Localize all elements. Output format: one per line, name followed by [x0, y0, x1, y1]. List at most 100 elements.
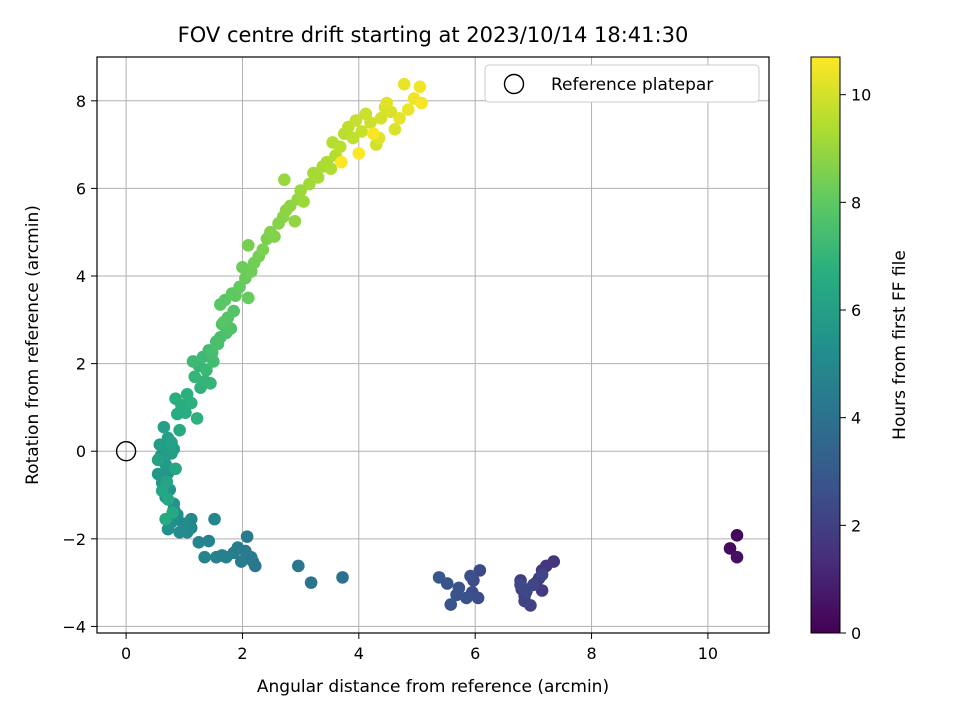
scatter-point	[349, 114, 363, 127]
reference-marker	[115, 441, 137, 462]
colorbar-gradient	[810, 56, 841, 634]
y-tick-label: 8	[76, 92, 86, 111]
scatter-point	[200, 363, 213, 377]
scatter-point	[355, 125, 369, 138]
scatter-point	[186, 355, 200, 368]
scatter-point	[157, 420, 171, 434]
scatter-point	[198, 550, 211, 564]
scatter-point	[188, 370, 202, 384]
scatter-point	[364, 116, 377, 130]
colorbar: 0 2 4 6 8 10 Hours from first FF file	[810, 56, 910, 643]
x-tick-label: 6	[470, 644, 480, 663]
y-tick-label: 2	[76, 355, 86, 374]
x-tick-label: 2	[237, 644, 247, 663]
scatter-point	[401, 103, 415, 116]
scatter-point	[397, 77, 411, 91]
scatter-point	[241, 291, 255, 305]
scatter-point	[278, 173, 291, 186]
x-axis: 0 2 4 6 8 10	[121, 633, 718, 663]
scatter-point	[169, 462, 182, 476]
scatter-point	[415, 96, 428, 110]
scatter-point	[514, 578, 527, 592]
scatter-point	[374, 112, 388, 125]
scatter-point	[211, 337, 225, 351]
x-tick-label: 0	[121, 644, 131, 663]
colorbar-tick-label: 4	[851, 409, 861, 428]
scatter-point	[288, 214, 302, 228]
scatter-point	[227, 304, 241, 318]
scatter-point	[450, 588, 463, 602]
x-tick-label: 8	[586, 644, 596, 663]
scatter-point	[161, 493, 175, 506]
scatter-point	[393, 112, 406, 125]
scatter-point	[209, 550, 223, 564]
plot-frame	[96, 56, 770, 634]
scatter-point	[730, 550, 744, 564]
colorbar-label: Hours from first FF file	[890, 250, 910, 440]
scatter-point	[217, 315, 231, 329]
scatter-point	[432, 571, 446, 584]
x-axis-label: Angular distance from reference (arcmin)	[257, 677, 609, 697]
scatter-point	[159, 512, 172, 526]
scatter-point	[336, 571, 349, 584]
scatter-point	[346, 131, 360, 145]
chart-title: FOV centre drift starting at 2023/10/14 …	[178, 23, 689, 47]
scatter-point	[535, 568, 549, 582]
y-tick-label: 6	[76, 179, 86, 198]
y-tick-label: 4	[76, 267, 86, 286]
scatter-point	[304, 576, 318, 589]
scatter-point	[165, 436, 178, 449]
scatter-point	[444, 598, 458, 611]
scatter-point	[303, 177, 316, 191]
colorbar-tick-label: 6	[851, 301, 861, 320]
scatter-point	[380, 96, 394, 110]
scatter-point	[208, 512, 221, 526]
scatter-point	[297, 195, 310, 208]
scatter-point	[151, 467, 165, 481]
scatter-points	[151, 77, 744, 612]
scatter-point	[240, 530, 254, 543]
scatter-point	[190, 412, 204, 425]
scatter-point	[311, 171, 325, 184]
scatter-point	[268, 230, 281, 243]
scatter-point	[473, 564, 487, 577]
legend-box	[484, 64, 760, 103]
scatter-point	[460, 591, 473, 605]
scatter-point	[184, 396, 198, 410]
colorbar-ticks: 0 2 4 6 8 10	[840, 86, 871, 643]
scatter-point	[173, 423, 186, 437]
colorbar-tick-label: 0	[851, 624, 861, 643]
scatter-point	[202, 534, 216, 548]
y-tick-label: 0	[76, 442, 86, 461]
y-tick-label: −2	[62, 530, 86, 549]
colorbar-tick-label: 2	[851, 516, 861, 535]
y-axis-label: Rotation from reference (arcmin)	[23, 205, 43, 485]
scatter-point	[192, 536, 206, 549]
legend-open-circle-icon	[503, 73, 525, 95]
reference-platepar-marker	[115, 441, 137, 462]
x-tick-label: 4	[354, 644, 364, 663]
scatter-point	[241, 239, 255, 252]
scatter-point	[723, 542, 737, 555]
y-axis: −4 −2 0 2 4 6 8	[62, 92, 97, 636]
colorbar-tick-label: 10	[851, 86, 871, 105]
x-tick-label: 10	[698, 644, 718, 663]
scatter-point	[161, 522, 175, 536]
legend: Reference platepar	[484, 64, 760, 103]
scatter-point	[730, 529, 744, 542]
scatter-point	[324, 162, 338, 175]
scatter-point	[292, 559, 305, 573]
scatter-point	[367, 127, 380, 140]
scatter-point	[169, 392, 182, 405]
scatter-point	[173, 525, 186, 539]
scatter-point	[352, 147, 366, 160]
scatter-point	[204, 377, 217, 390]
colorbar-tick-label: 8	[851, 193, 861, 212]
scatter-point	[234, 555, 248, 568]
scatter-point	[388, 122, 402, 136]
scatter-point	[413, 80, 427, 94]
scatter-point	[518, 594, 531, 608]
scatter-point	[464, 569, 477, 583]
scatter-point	[151, 453, 165, 467]
